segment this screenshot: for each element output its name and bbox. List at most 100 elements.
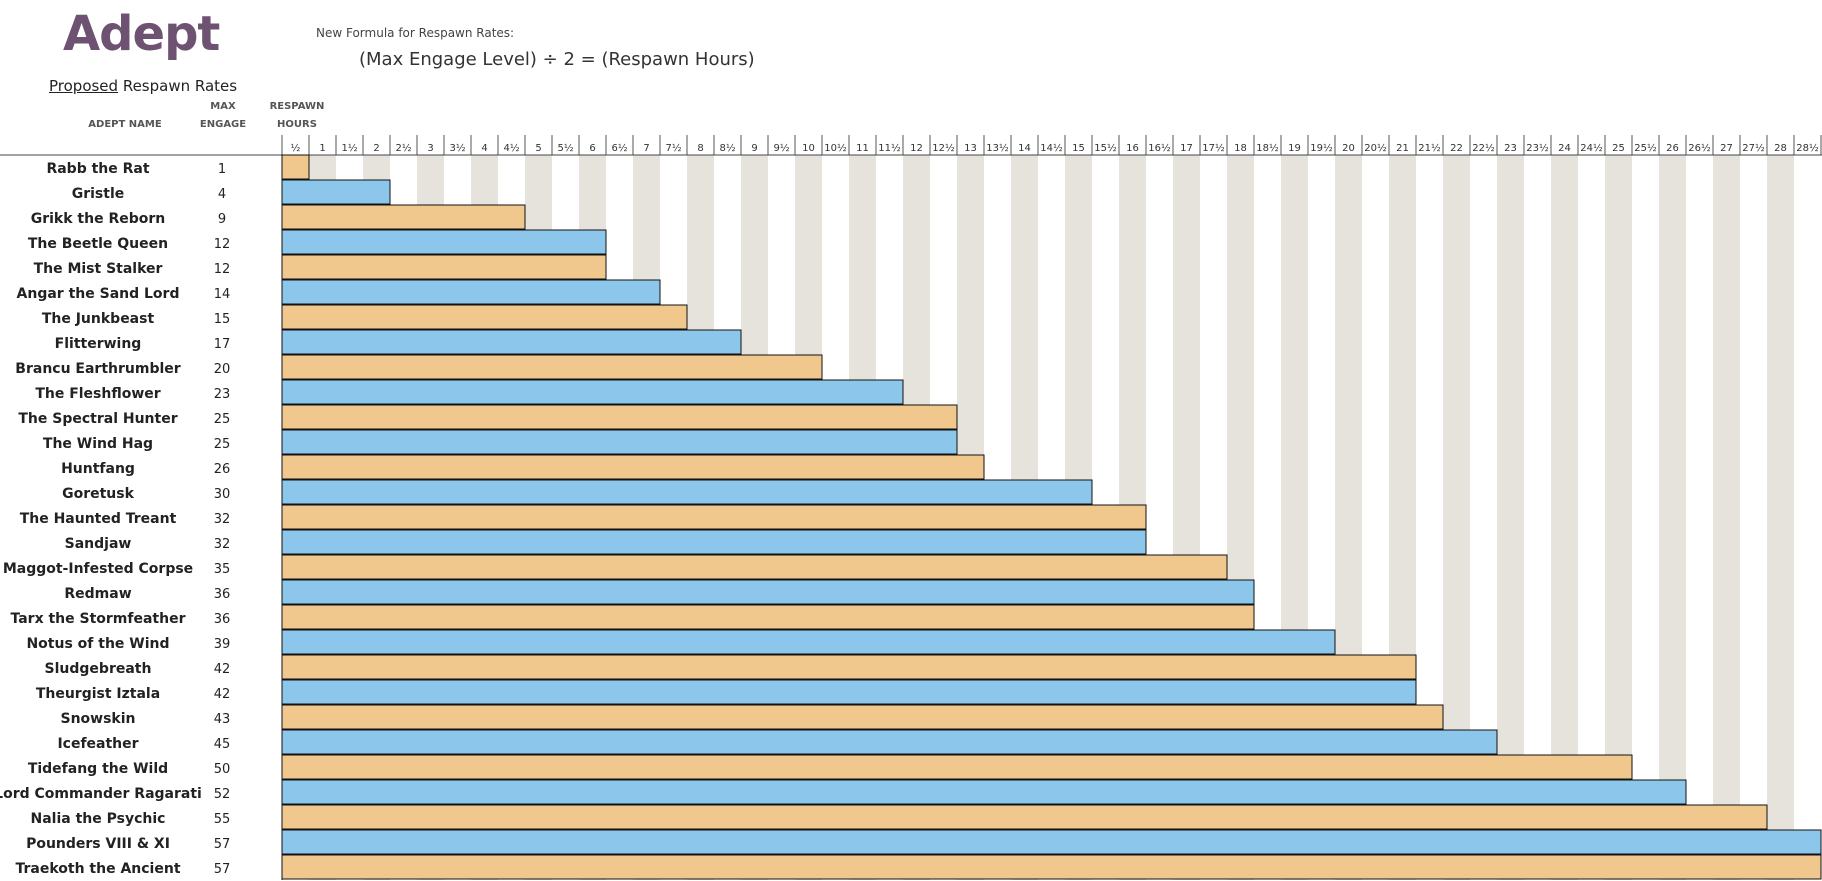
max-engage-value: 52	[214, 787, 231, 802]
bar	[281, 454, 985, 480]
adept-name-label: Flitterwing	[55, 336, 142, 352]
adept-name-label: Lord Commander Ragarati	[0, 786, 202, 802]
x-tick-label: 27	[1720, 143, 1733, 154]
adept-name-label: The Fleshflower	[35, 386, 160, 402]
max-engage-value: 30	[214, 487, 231, 502]
x-tick-label: 16½	[1148, 142, 1171, 154]
x-tick-label: 12	[910, 143, 923, 154]
x-tick-label: 13½	[986, 142, 1009, 154]
grid-stripe	[1767, 155, 1794, 880]
bar	[281, 479, 1093, 505]
x-tick-label: 26	[1666, 143, 1679, 154]
bar	[281, 679, 1417, 705]
x-tick-label: 7½	[665, 142, 681, 154]
max-engage-value: 39	[214, 637, 231, 652]
adept-name-label: Theurgist Iztala	[36, 686, 160, 702]
adept-name-label: Maggot-Infested Corpse	[3, 561, 193, 577]
x-tick-label: ½	[291, 142, 301, 154]
max-engage-value: 20	[214, 362, 231, 377]
max-engage-value: 45	[214, 737, 231, 752]
max-engage-value: 35	[214, 562, 231, 577]
x-tick-label: 23	[1504, 143, 1517, 154]
adept-name-label: The Mist Stalker	[34, 261, 163, 277]
bar	[281, 654, 1417, 680]
page-title: Adept	[63, 6, 220, 62]
bar	[281, 379, 904, 405]
bar	[281, 829, 1822, 855]
max-engage-value: 50	[214, 762, 231, 777]
x-tick-label: 24	[1558, 143, 1571, 154]
max-engage-value: 1	[218, 162, 226, 177]
adept-name-label: Brancu Earthrumbler	[15, 361, 180, 377]
max-engage-value: 55	[214, 812, 231, 827]
max-engage-value: 36	[214, 587, 231, 602]
adept-name-label: Notus of the Wind	[26, 636, 169, 652]
bar	[281, 554, 1228, 580]
bar	[281, 229, 607, 255]
adept-name-label: Traekoth the Ancient	[15, 861, 180, 877]
x-tick-label: 10½	[824, 142, 847, 154]
max-engage-value: 25	[214, 412, 231, 427]
max-engage-value: 12	[214, 237, 231, 252]
adept-name-label: Grikk the Reborn	[31, 211, 166, 227]
max-engage-value: 42	[214, 662, 231, 677]
column-header-max-line1: MAX	[210, 101, 236, 112]
x-tick-label: 18	[1234, 143, 1247, 154]
max-engage-value: 9	[218, 212, 226, 227]
adept-name-label: The Beetle Queen	[28, 236, 168, 252]
x-tick-label: 22	[1450, 143, 1463, 154]
x-tick-label: 2	[373, 143, 379, 154]
max-engage-value: 12	[214, 262, 231, 277]
bar	[281, 254, 607, 280]
x-tick-label: 8	[697, 143, 703, 154]
adept-name-label: Goretusk	[62, 486, 135, 502]
column-header-resp-line1: RESPAWN	[269, 101, 325, 112]
adept-name-label: Redmaw	[64, 586, 131, 602]
x-tick-label: 28½	[1796, 142, 1819, 154]
x-tick-label: 3	[427, 143, 433, 154]
x-tick-label: 15½	[1094, 142, 1117, 154]
x-tick-label: 1½	[341, 142, 357, 154]
column-header-resp-line2: HOURS	[277, 119, 317, 130]
x-tick-label: 19½	[1310, 142, 1333, 154]
max-engage-value: 17	[214, 337, 231, 352]
grid-stripe	[1713, 155, 1740, 880]
x-tick-label: 11½	[878, 142, 901, 154]
bar	[281, 404, 958, 430]
formula-label: New Formula for Respawn Rates:	[316, 26, 515, 40]
x-tick-label: 17½	[1202, 142, 1225, 154]
adept-name-label: Angar the Sand Lord	[17, 286, 180, 302]
x-tick-label: 6½	[611, 142, 627, 154]
x-tick-label: 20	[1342, 143, 1355, 154]
bar	[281, 279, 661, 305]
subtitle: Proposed Respawn Rates	[49, 77, 237, 95]
x-tick-label: 21½	[1418, 142, 1441, 154]
adept-name-label: Icefeather	[57, 736, 138, 752]
x-tick-label: 15	[1072, 143, 1085, 154]
x-tick-label: 25½	[1634, 142, 1657, 154]
x-tick-label: 3½	[449, 142, 465, 154]
x-tick-label: 12½	[932, 142, 955, 154]
max-engage-value: 32	[214, 537, 231, 552]
x-tick-label: 14	[1018, 143, 1031, 154]
bar	[281, 529, 1147, 555]
column-header-max-engage: MAX ENGAGE	[195, 98, 251, 134]
x-tick-label: 9	[751, 143, 757, 154]
bar	[281, 629, 1336, 655]
max-engage-value: 25	[214, 437, 231, 452]
bar	[281, 154, 310, 180]
x-tick-label: 14½	[1040, 142, 1063, 154]
bar	[281, 779, 1687, 805]
bar	[281, 804, 1768, 830]
adept-name-label: The Haunted Treant	[20, 511, 177, 527]
x-tick-label: 18½	[1256, 142, 1279, 154]
max-engage-value: 23	[214, 387, 231, 402]
adept-name-label: Tarx the Stormfeather	[10, 611, 185, 627]
x-tick-label: 16	[1126, 143, 1139, 154]
max-engage-value: 57	[214, 862, 231, 877]
adept-name-label: The Junkbeast	[42, 311, 155, 327]
adept-name-label: Huntfang	[61, 461, 135, 477]
x-tick-label: 26½	[1688, 142, 1711, 154]
x-tick-label: 13	[964, 143, 977, 154]
